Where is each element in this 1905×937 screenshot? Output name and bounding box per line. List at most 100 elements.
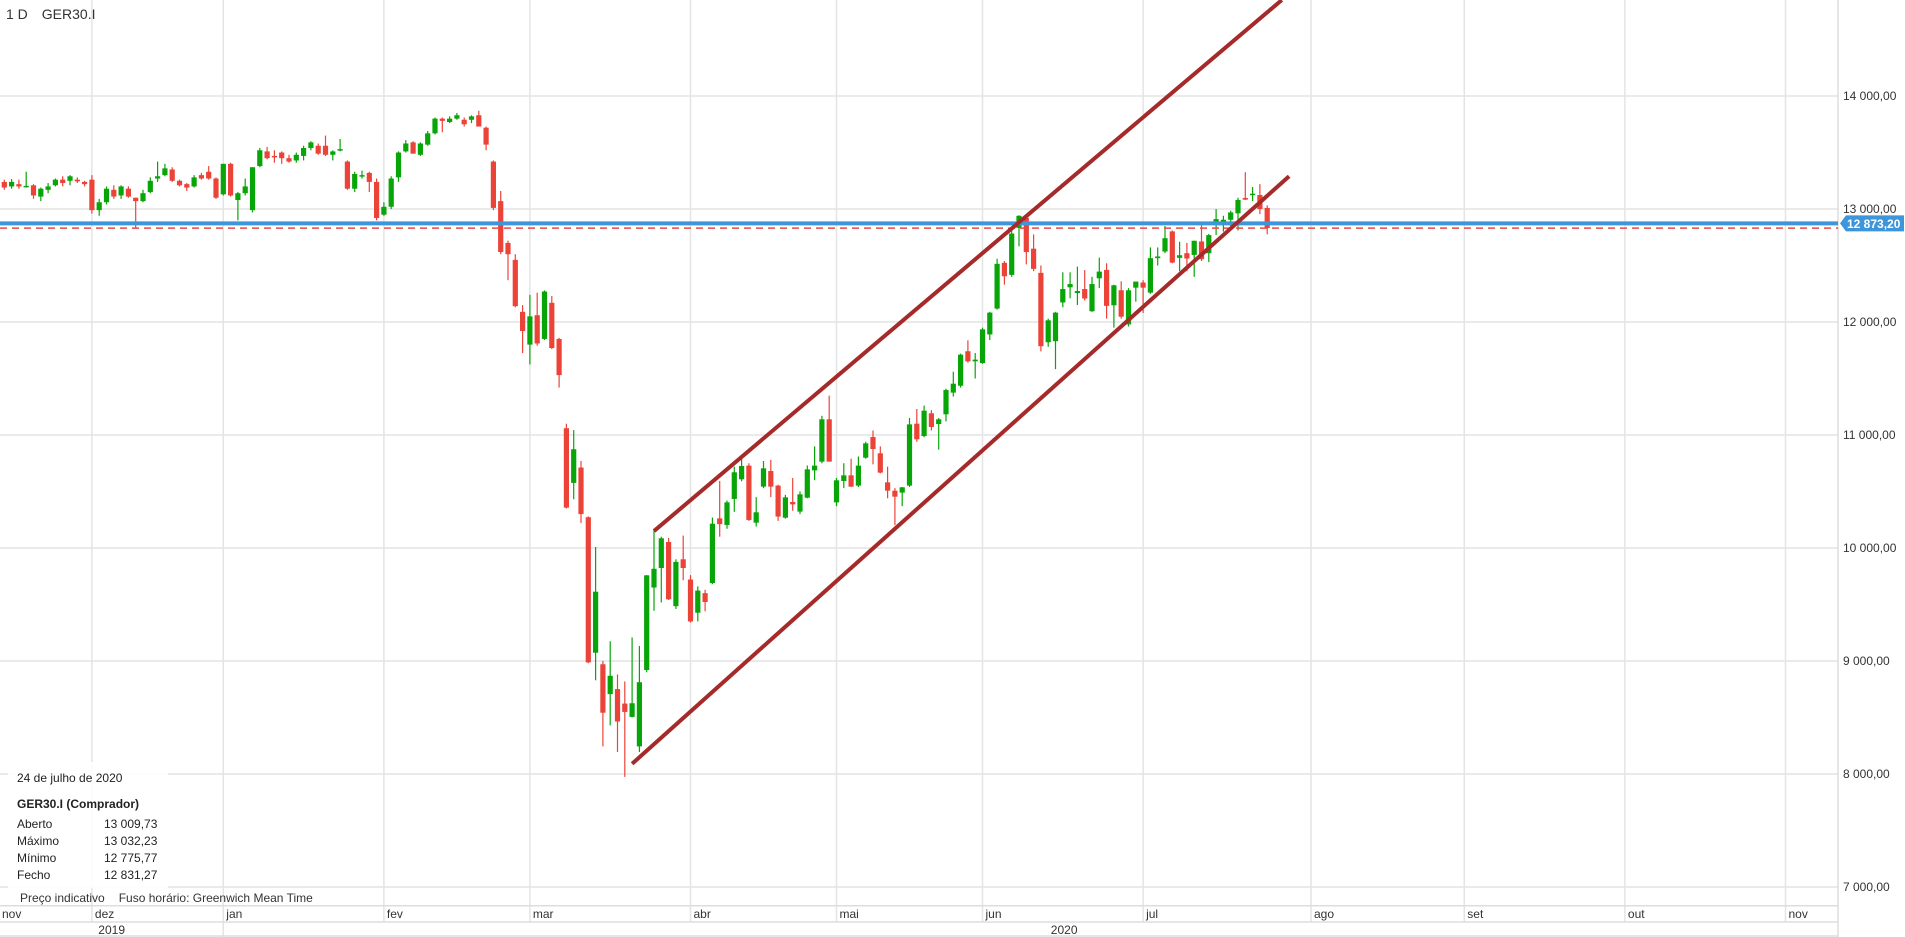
candle-body (191, 177, 197, 187)
candle-down (1, 179, 7, 190)
candle-body (425, 133, 431, 145)
candle-down (206, 166, 212, 180)
candle-down (622, 681, 628, 777)
candle-body (432, 118, 438, 134)
candle-body (958, 354, 964, 386)
candle-up (527, 294, 533, 365)
trendline[interactable] (630, 174, 1291, 766)
candle-down (1104, 263, 1110, 319)
candle-down (264, 146, 270, 160)
x-axis: nov dez jan fev mar abr mai jun jul ago set out nov 2… (0, 0, 1839, 937)
candle-up (899, 486, 905, 507)
candle-body (125, 188, 131, 197)
month-label: nov (2, 907, 21, 921)
candle-down (490, 160, 496, 211)
trendline[interactable] (652, 0, 1284, 533)
candle-body (9, 181, 15, 187)
candle-up (67, 175, 73, 186)
candle-down (476, 110, 482, 127)
candle-body (490, 161, 496, 208)
candle-body (1052, 312, 1059, 342)
candle-down (585, 516, 591, 664)
candle-down (410, 141, 416, 154)
candle-body (1133, 281, 1139, 288)
year-label: 2019 (98, 923, 125, 937)
candle-body (877, 453, 883, 473)
candle-down (315, 143, 321, 155)
candle-body (622, 703, 628, 712)
interval-label[interactable]: 1 D (6, 6, 28, 22)
candle-body (235, 193, 241, 200)
candle-body (833, 480, 840, 503)
candle-body (498, 201, 504, 252)
candle-down (534, 292, 540, 346)
candle-down (614, 674, 621, 753)
candle-body (906, 424, 913, 486)
candle-body (1250, 193, 1256, 196)
candle-down (775, 484, 781, 521)
candle-body (103, 188, 110, 203)
candle-body (673, 561, 679, 607)
candle-up (1177, 241, 1183, 272)
candle-body (1074, 291, 1080, 294)
candle-down (768, 459, 774, 498)
candle-down (563, 423, 569, 509)
candle-up (155, 161, 161, 182)
candle-body (67, 176, 73, 181)
candle-body (96, 202, 102, 211)
candle-body (600, 664, 606, 713)
candle-up (541, 290, 548, 341)
candle-body (899, 487, 905, 493)
candle-body (782, 497, 788, 518)
candle-body (928, 413, 934, 427)
candle-body (950, 383, 956, 393)
candle-body (38, 188, 44, 197)
candle-down (877, 446, 883, 474)
candle-body (1147, 258, 1153, 293)
month-label: jan (225, 907, 242, 921)
candle-body (1067, 284, 1073, 288)
candle-body (337, 149, 343, 151)
candle-up (1250, 186, 1256, 202)
candle-body (651, 568, 657, 588)
candle-up (381, 202, 387, 216)
candle-body (447, 118, 453, 123)
candle-body (644, 575, 650, 671)
candle-body (344, 161, 350, 189)
candle-up (468, 115, 475, 124)
candle-body (812, 465, 818, 471)
candle-body (286, 158, 292, 162)
candle-up (658, 536, 664, 603)
candle-down (461, 117, 467, 127)
candle-body (176, 180, 183, 186)
candle-up (709, 517, 715, 585)
candle-body (607, 675, 613, 695)
candle-body (395, 152, 402, 178)
candle-down (286, 154, 292, 163)
candle-down (549, 296, 555, 350)
candle-body (1023, 217, 1029, 253)
candle-up (425, 131, 431, 146)
current-price-label: 12 873,20 (1840, 215, 1904, 232)
candle-body (374, 181, 380, 219)
y-tick-label: 8 000,00 (1843, 767, 1890, 781)
candle-down (89, 175, 95, 214)
candle-body (972, 359, 978, 362)
candle-body (52, 179, 58, 186)
candle-body (1096, 271, 1102, 279)
candle-down (512, 254, 518, 308)
candle-body (476, 115, 482, 127)
candle-down (1242, 172, 1248, 200)
candle-down (1169, 230, 1175, 264)
candle-body (359, 175, 365, 177)
candle-body (1213, 219, 1219, 222)
candle-body (994, 263, 1000, 309)
candle-body (1206, 235, 1212, 254)
candle-body (483, 127, 489, 145)
month-label: set (1467, 907, 1484, 921)
candle-body (614, 689, 621, 722)
candle-down (366, 171, 372, 193)
trendlines[interactable] (630, 0, 1291, 766)
candle-body (695, 590, 701, 613)
